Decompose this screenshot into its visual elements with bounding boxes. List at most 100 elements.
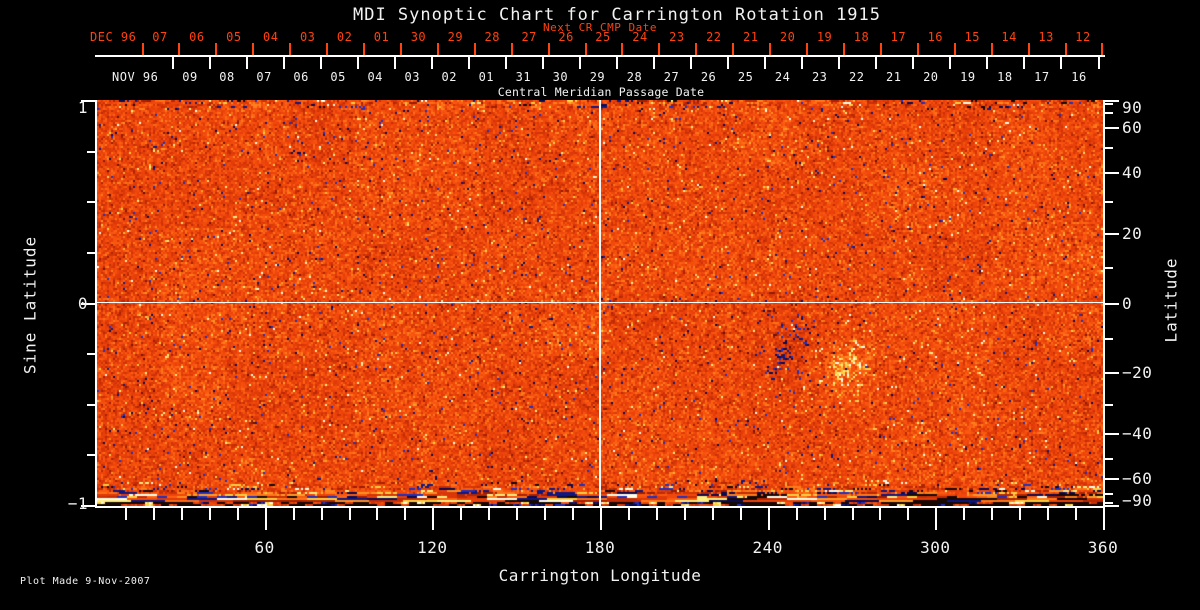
next-cr-day-label: 14 — [1001, 30, 1017, 44]
longitude-major-tick — [432, 508, 435, 530]
next-cr-day-tick — [658, 43, 661, 55]
cmp-day-tick — [949, 57, 952, 69]
next-cr-day-label: 01 — [373, 30, 390, 44]
longitude-minor-tick — [1019, 508, 1022, 520]
sine-latitude-minor-tick — [87, 454, 95, 457]
sine-latitude-minor-tick — [87, 201, 95, 204]
cmp-day-label: 01 — [478, 70, 495, 84]
longitude-tick-label: 60 — [254, 538, 275, 557]
longitude-minor-tick — [320, 508, 323, 520]
longitude-minor-tick — [152, 508, 155, 520]
latitude-major-tick — [1105, 477, 1119, 480]
cmp-day-label: 25 — [737, 70, 754, 84]
plot-frame-right — [1103, 100, 1105, 508]
latitude-tick-label: 0 — [1122, 293, 1133, 313]
latitude-tick-label: 60 — [1122, 118, 1143, 138]
sine-latitude-major-tick — [81, 100, 95, 102]
next-cr-day-label: 05 — [226, 30, 242, 44]
next-cr-day-label: 20 — [779, 30, 796, 44]
next-cr-day-label: 25 — [595, 30, 611, 44]
cmp-day-tick — [875, 57, 878, 69]
next-cr-day-label: 02 — [336, 30, 353, 44]
next-cr-day-tick — [178, 43, 181, 55]
latitude-major-tick — [1105, 233, 1119, 236]
next-cr-day-label: 29 — [447, 30, 464, 44]
longitude-minor-tick — [851, 508, 854, 520]
cmp-day-tick — [727, 57, 730, 69]
longitude-major-tick — [935, 508, 938, 530]
cmp-day-label: 09 — [182, 70, 198, 84]
cmp-day-tick — [615, 57, 618, 69]
next-cr-day-label: 18 — [853, 30, 870, 44]
cmp-day-tick — [171, 57, 174, 69]
latitude-tick-label: −40 — [1122, 423, 1153, 443]
cmp-day-label: 06 — [293, 70, 309, 84]
next-cr-day-label: 19 — [816, 30, 833, 44]
cmp-day-label: 28 — [626, 70, 643, 84]
cmp-day-tick — [467, 57, 470, 69]
cmp-day-tick — [282, 57, 285, 69]
cmp-day-tick — [801, 57, 804, 69]
latitude-tick-label: −20 — [1122, 362, 1153, 382]
sine-latitude-major-tick — [81, 302, 95, 305]
plot-frame-left — [95, 100, 97, 508]
longitude-major-tick — [767, 508, 770, 530]
next-cr-day-label: 03 — [299, 30, 316, 44]
latitude-tick-label: −90 — [1122, 491, 1153, 510]
next-cr-day-label: 17 — [890, 30, 907, 44]
cmp-day-tick — [504, 57, 507, 69]
next-cr-day-tick — [806, 43, 809, 55]
latitude-axis-label: Latitude — [1161, 257, 1181, 343]
next-cr-day-tick — [289, 43, 292, 55]
next-cr-day-label: 04 — [263, 30, 279, 44]
next-cr-day-tick — [695, 43, 698, 55]
cmp-day-tick — [319, 57, 322, 69]
latitude-minor-tick — [1105, 201, 1113, 204]
cmp-day-tick — [912, 57, 915, 69]
cmp-date-axis-line — [95, 55, 1105, 57]
latitude-major-tick — [1105, 432, 1119, 435]
longitude-minor-tick — [124, 508, 127, 520]
cmp-month-label: NOV 96 — [112, 70, 159, 84]
next-cr-axis-title: Next CR CMP Date — [543, 21, 657, 34]
latitude-minor-tick — [1105, 337, 1113, 340]
latitude-minor-tick — [1105, 492, 1113, 495]
next-cr-day-tick — [363, 43, 366, 55]
cmp-day-tick — [430, 57, 433, 69]
cmp-day-label: 16 — [1071, 70, 1087, 84]
cmp-day-tick — [393, 57, 396, 69]
longitude-minor-tick — [180, 508, 183, 520]
next-cr-day-tick — [1064, 43, 1067, 55]
cmp-day-label: 04 — [367, 70, 383, 84]
sine-latitude-tick-label: −1 — [67, 494, 88, 513]
sine-latitude-minor-tick — [87, 353, 95, 356]
longitude-tick-label: 240 — [752, 538, 783, 557]
next-cr-day-label: 26 — [558, 30, 574, 44]
cmp-day-tick — [1023, 57, 1026, 69]
next-cr-day-label: 13 — [1038, 30, 1054, 44]
longitude-minor-tick — [879, 508, 882, 520]
cmp-day-tick — [1060, 57, 1063, 69]
next-cr-day-tick — [473, 43, 476, 55]
cmp-day-tick — [245, 57, 248, 69]
next-cr-day-tick — [399, 43, 402, 55]
longitude-tick-label: 300 — [920, 538, 951, 557]
cmp-day-tick — [1097, 57, 1100, 69]
latitude-major-tick — [1105, 302, 1119, 305]
longitude-major-tick — [600, 508, 602, 530]
longitude-minor-tick — [404, 508, 407, 520]
longitude-minor-tick — [236, 508, 239, 520]
cmp-day-label: 07 — [256, 70, 272, 84]
next-cr-day-tick — [141, 43, 144, 55]
longitude-minor-tick — [795, 508, 798, 520]
next-cr-day-tick — [510, 43, 513, 55]
next-cr-day-label: 15 — [964, 30, 980, 44]
cmp-day-label: 27 — [663, 70, 680, 84]
next-cr-day-tick — [436, 43, 439, 55]
next-cr-day-tick — [1101, 43, 1104, 55]
longitude-minor-tick — [208, 508, 211, 520]
cmp-day-label: 17 — [1034, 70, 1050, 84]
next-cr-day-tick — [621, 43, 624, 55]
latitude-minor-tick — [1105, 147, 1113, 150]
